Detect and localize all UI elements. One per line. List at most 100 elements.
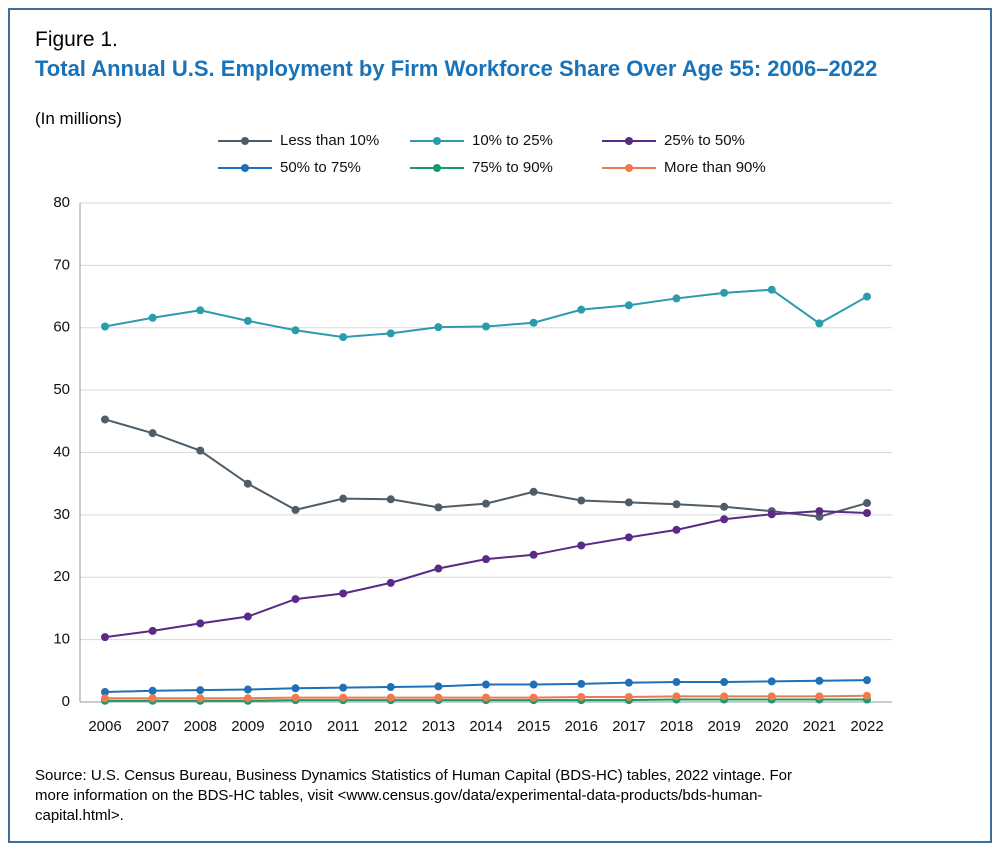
data-point xyxy=(386,495,395,504)
data-point xyxy=(101,633,109,642)
data-point xyxy=(624,533,633,542)
x-tick-label: 2018 xyxy=(660,718,693,735)
legend-label: 25% to 50% xyxy=(664,132,745,149)
y-tick-label: 10 xyxy=(53,631,70,648)
x-tick-label: 2015 xyxy=(517,718,550,735)
data-point xyxy=(720,678,729,687)
data-point xyxy=(815,676,824,685)
data-point xyxy=(863,676,871,685)
data-point xyxy=(339,589,348,598)
data-point xyxy=(577,693,586,702)
data-point xyxy=(101,415,109,424)
data-point xyxy=(577,305,586,314)
data-point xyxy=(767,692,776,701)
data-point xyxy=(815,319,824,328)
data-point xyxy=(577,496,586,505)
legend-label: More than 90% xyxy=(664,159,766,176)
y-tick-label: 30 xyxy=(53,506,70,523)
x-tick-label: 2013 xyxy=(422,718,455,735)
legend-marker xyxy=(433,137,441,145)
data-point xyxy=(624,498,633,507)
legend-marker xyxy=(241,164,249,172)
data-point xyxy=(339,693,348,702)
data-point xyxy=(434,682,443,691)
data-point xyxy=(767,510,776,519)
data-point xyxy=(291,684,300,693)
data-point xyxy=(863,499,871,508)
data-point xyxy=(148,694,157,703)
x-tick-label: 2011 xyxy=(327,718,359,735)
data-point xyxy=(529,680,538,689)
data-point xyxy=(434,693,443,702)
legend-label: 75% to 90% xyxy=(472,159,553,176)
data-point xyxy=(577,679,586,688)
data-point xyxy=(767,285,776,294)
x-tick-label: 2016 xyxy=(565,718,598,735)
data-point xyxy=(482,693,490,702)
legend-label: 10% to 25% xyxy=(472,132,553,149)
x-tick-label: 2021 xyxy=(803,718,836,735)
figure-label: Figure 1. xyxy=(35,28,118,51)
data-point xyxy=(101,322,109,331)
x-tick-label: 2017 xyxy=(612,718,645,735)
data-point xyxy=(863,509,871,518)
data-point xyxy=(434,564,443,573)
series-line xyxy=(104,510,868,639)
data-point xyxy=(767,677,776,686)
data-point xyxy=(482,680,490,689)
chart-title: Total Annual U.S. Employment by Firm Wor… xyxy=(35,56,878,81)
data-point xyxy=(720,692,729,701)
legend-marker xyxy=(433,164,441,172)
data-point xyxy=(148,313,157,322)
data-point xyxy=(720,502,729,511)
data-point xyxy=(196,446,205,455)
data-point xyxy=(196,694,205,703)
x-tick-label: 2014 xyxy=(469,718,502,735)
data-point xyxy=(815,692,824,701)
data-point xyxy=(243,316,252,325)
data-point xyxy=(196,686,205,695)
data-point xyxy=(386,329,395,338)
data-point xyxy=(243,612,252,621)
data-point xyxy=(434,323,443,332)
data-point xyxy=(243,479,252,488)
x-tick-label: 2006 xyxy=(88,718,121,735)
data-point xyxy=(148,686,157,695)
data-point xyxy=(291,595,300,604)
data-point xyxy=(148,626,157,635)
data-point xyxy=(482,322,490,331)
data-point xyxy=(672,525,681,534)
data-point xyxy=(624,301,633,310)
legend-label: 50% to 75% xyxy=(280,159,361,176)
x-tick-label: 2010 xyxy=(279,718,312,735)
data-point xyxy=(529,550,538,559)
data-point xyxy=(482,499,490,508)
y-tick-label: 60 xyxy=(53,319,70,336)
data-point xyxy=(291,693,300,702)
data-point xyxy=(196,306,205,315)
x-tick-label: 2008 xyxy=(184,718,217,735)
data-point xyxy=(101,688,109,697)
data-point xyxy=(577,541,586,550)
data-point xyxy=(482,555,490,564)
source-note: Source: U.S. Census Bureau, Business Dyn… xyxy=(35,767,792,824)
data-point xyxy=(339,333,348,342)
data-point xyxy=(863,691,871,700)
data-point xyxy=(291,505,300,514)
legend-marker xyxy=(625,137,633,145)
frame xyxy=(8,8,992,843)
data-point xyxy=(148,429,157,438)
x-tick-label: 2022 xyxy=(850,718,883,735)
data-point xyxy=(672,500,681,509)
x-tick-label: 2012 xyxy=(374,718,407,735)
data-point xyxy=(624,693,633,702)
data-point xyxy=(101,694,109,703)
data-point xyxy=(529,487,538,496)
y-tick-label: 80 xyxy=(53,194,70,211)
legend-marker xyxy=(625,164,633,172)
data-point xyxy=(196,619,205,628)
data-point xyxy=(672,294,681,303)
data-point xyxy=(291,326,300,335)
